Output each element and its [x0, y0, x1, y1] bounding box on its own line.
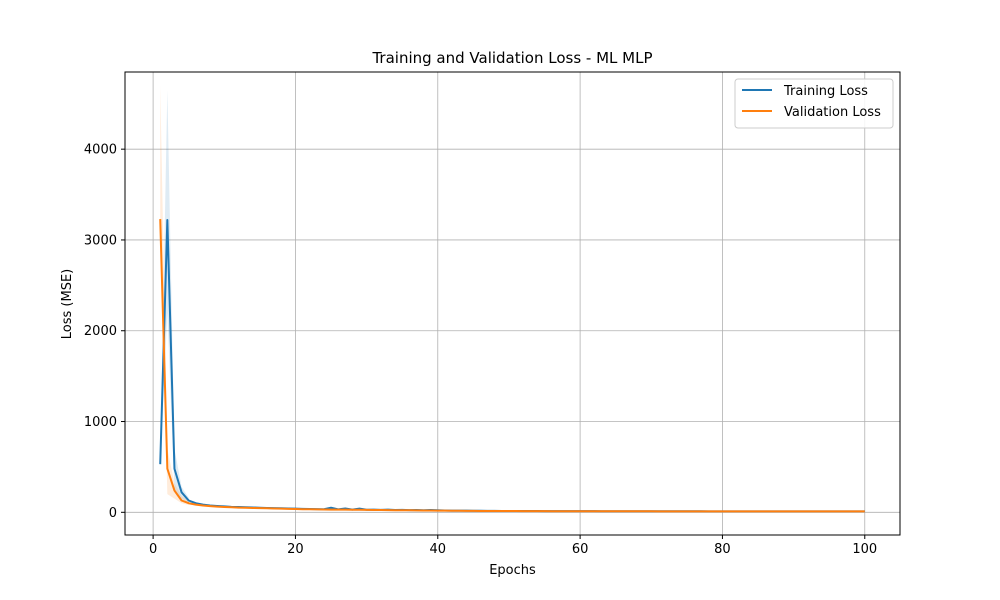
validation-loss-line: [159, 219, 865, 513]
confidence-bands: [160, 85, 189, 506]
x-tick-label: 20: [287, 542, 304, 557]
y-tick-label: 4000: [84, 143, 117, 158]
x-axis-label: Epochs: [489, 563, 536, 578]
legend-label-validation: Validation Loss: [784, 105, 881, 120]
series-lines: [159, 218, 865, 513]
chart-title: Training and Validation Loss - ML MLP: [371, 49, 652, 67]
x-tick-label: 40: [430, 542, 447, 557]
legend-label-training: Training Loss: [783, 84, 868, 99]
x-tick-label: 60: [572, 542, 589, 557]
x-tick-label: 100: [852, 542, 877, 557]
x-tick-label: 80: [714, 542, 731, 557]
y-tick-label: 1000: [84, 415, 117, 430]
x-tick-label: 0: [149, 542, 157, 557]
training-loss-band: [160, 90, 189, 504]
y-tick-label: 2000: [84, 324, 117, 339]
plot-frame: [124, 71, 901, 536]
legend: Training Loss Validation Loss: [734, 78, 894, 129]
y-tick-label: 3000: [84, 233, 117, 248]
y-axis-label: Loss (MSE): [60, 269, 75, 339]
legend-box: [734, 78, 894, 129]
y-tick-label: 0: [109, 506, 117, 521]
